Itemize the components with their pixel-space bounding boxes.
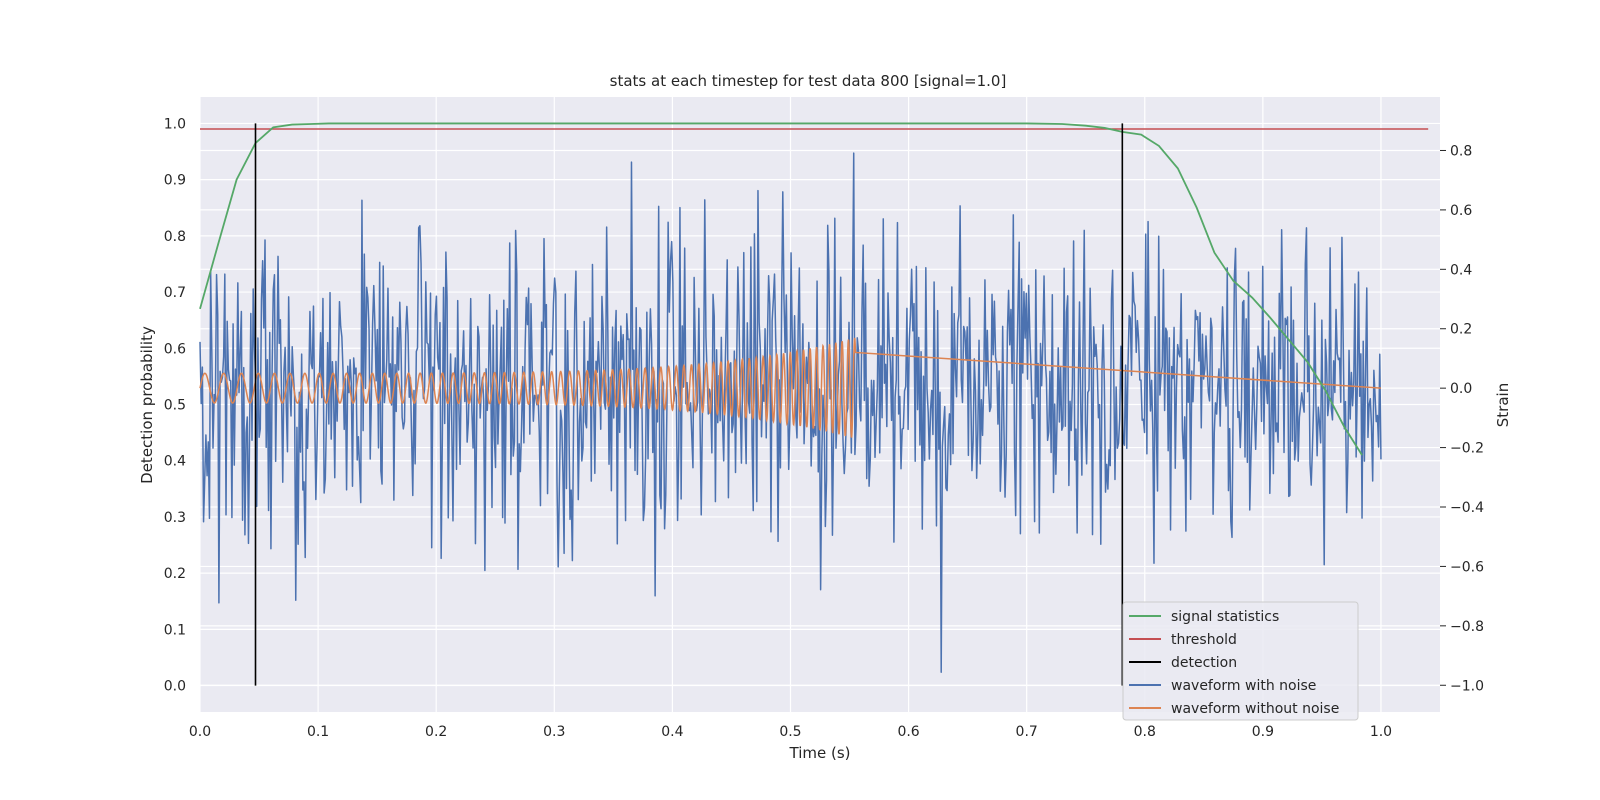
x-tick-label: 0.1 [307, 724, 329, 740]
y2-tick-label: −1.0 [1450, 678, 1484, 694]
legend-label: detection [1171, 655, 1237, 671]
x-tick-label: 1.0 [1370, 724, 1392, 740]
y-tick-label: 1.0 [164, 116, 186, 132]
x-tick-label: 0.8 [1134, 724, 1156, 740]
x-tick-label: 0.4 [661, 724, 683, 740]
series-layer [199, 122, 1429, 686]
y-tick-label: 0.7 [164, 285, 186, 301]
legend-box [1122, 601, 1359, 721]
y2-tick-label: −0.2 [1450, 441, 1484, 457]
y-tick-label: 0.3 [164, 510, 186, 526]
y-tick-label: 0.0 [164, 679, 186, 695]
x-tick-label: 0.6 [897, 724, 919, 740]
y-tick-label: 0.8 [164, 229, 186, 245]
legend-label: signal statistics [1171, 609, 1279, 625]
y-tick-label: 0.1 [164, 622, 186, 638]
y2-tick-label: 0.4 [1450, 262, 1472, 278]
y-axis-title: Detection probability [138, 326, 156, 484]
y2-tick-label: 0.0 [1450, 381, 1472, 397]
y2-axis-title: Strain [1494, 383, 1512, 427]
x-axis-title: Time (s) [789, 744, 851, 762]
legend: signal statistics threshold detection wavef… [1122, 601, 1359, 721]
y2-tick-label: 0.2 [1450, 322, 1472, 338]
y2-tick-label: −0.4 [1450, 500, 1484, 516]
x-tick-label: 0.5 [779, 724, 801, 740]
y-tick-label: 0.2 [164, 566, 186, 582]
x-tick-label: 0.7 [1016, 724, 1038, 740]
signal-statistics-line [199, 122, 1363, 456]
y-tick-label: 0.6 [164, 341, 186, 357]
y2-tick-label: −0.8 [1450, 619, 1484, 635]
legend-label: waveform without noise [1171, 701, 1339, 717]
axes-layer: 0.0 0.1 0.2 0.3 0.4 0.5 0.6 0.7 0.8 0.9 1.0 0.0 0.1 0… [164, 116, 1484, 740]
x-tick-label: 0.0 [189, 724, 211, 740]
x-tick-label: 0.3 [543, 724, 565, 740]
y-tick-label: 0.4 [164, 454, 186, 470]
x-tick-label: 0.9 [1252, 724, 1274, 740]
y-tick-label: 0.5 [164, 398, 186, 414]
chart-title: stats at each timestep for test data 800… [610, 72, 1007, 90]
legend-label: waveform with noise [1171, 678, 1316, 694]
waveform-without-noise-line [199, 337, 1382, 438]
waveform-with-noise-line [199, 152, 1382, 673]
x-tick-label: 0.2 [425, 724, 447, 740]
y-tick-label: 0.9 [164, 173, 186, 189]
y2-tick-label: 0.6 [1450, 203, 1472, 219]
y2-tick-label: −0.6 [1450, 559, 1484, 575]
y2-tick-label: 0.8 [1450, 143, 1472, 159]
legend-label: threshold [1171, 632, 1237, 648]
